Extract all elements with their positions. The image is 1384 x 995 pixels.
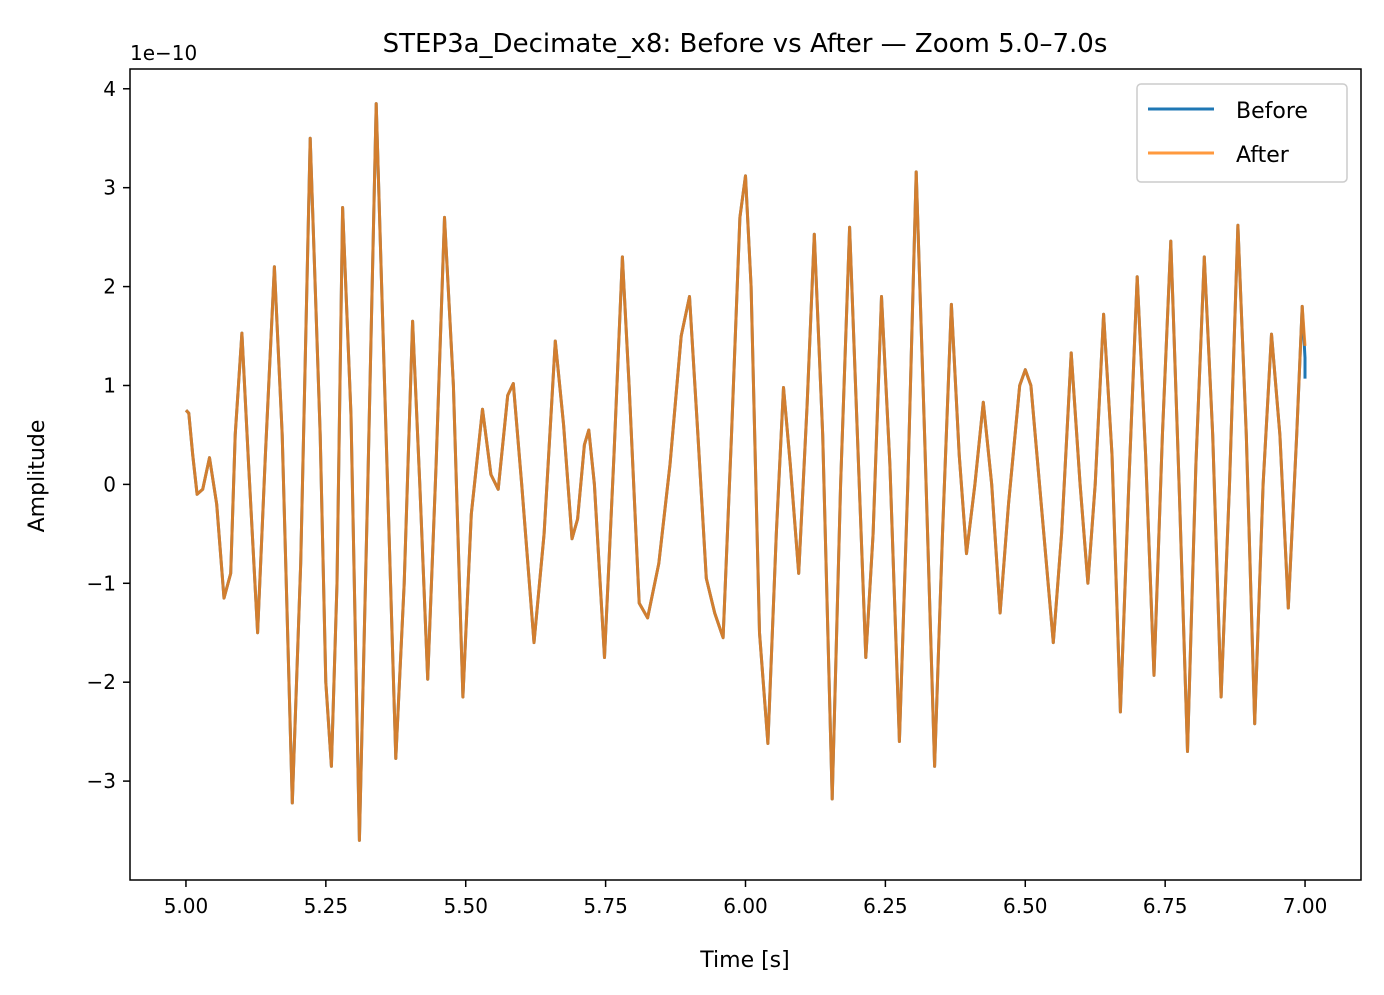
y-tick-label: −1 xyxy=(87,571,116,595)
y-tick-label: 2 xyxy=(103,275,116,299)
y-tick-label: 3 xyxy=(103,176,116,200)
x-tick-label: 5.50 xyxy=(443,894,488,918)
x-tick-label: 5.25 xyxy=(304,894,349,918)
y-tick-label: −3 xyxy=(87,769,116,793)
y-axis-label: Amplitude xyxy=(25,420,50,533)
x-tick-label: 6.75 xyxy=(1143,894,1188,918)
x-tick-label: 6.25 xyxy=(863,894,908,918)
x-tick-label: 5.00 xyxy=(164,894,209,918)
x-tick-label: 7.00 xyxy=(1283,894,1328,918)
y-tick-label: 1 xyxy=(103,373,116,397)
y-tick-label: 0 xyxy=(103,472,116,496)
series-line-after xyxy=(184,102,1307,842)
series-layer xyxy=(184,102,1307,842)
x-tick-label: 5.75 xyxy=(583,894,628,918)
y-tick-label: 4 xyxy=(103,77,116,101)
y-tick-label: −2 xyxy=(87,670,116,694)
legend-label-before: Before xyxy=(1236,99,1308,124)
y-axis: −3 −2 −1 0 1 2 3 4 xyxy=(87,77,130,793)
x-axis: 5.00 5.25 5.50 5.75 6.00 6.25 6.50 6.75 7.00 xyxy=(164,880,1328,918)
x-tick-label: 6.00 xyxy=(723,894,768,918)
y-offset-label: 1e−10 xyxy=(130,41,197,65)
series-line-before xyxy=(184,102,1307,842)
x-tick-label: 6.50 xyxy=(1003,894,1048,918)
x-axis-label: Time [s] xyxy=(699,948,789,973)
legend: Before After xyxy=(1136,83,1348,183)
legend-label-after: After xyxy=(1236,143,1290,168)
chart-title: STEP3a_Decimate_x8: Before vs After — Zo… xyxy=(383,29,1108,59)
